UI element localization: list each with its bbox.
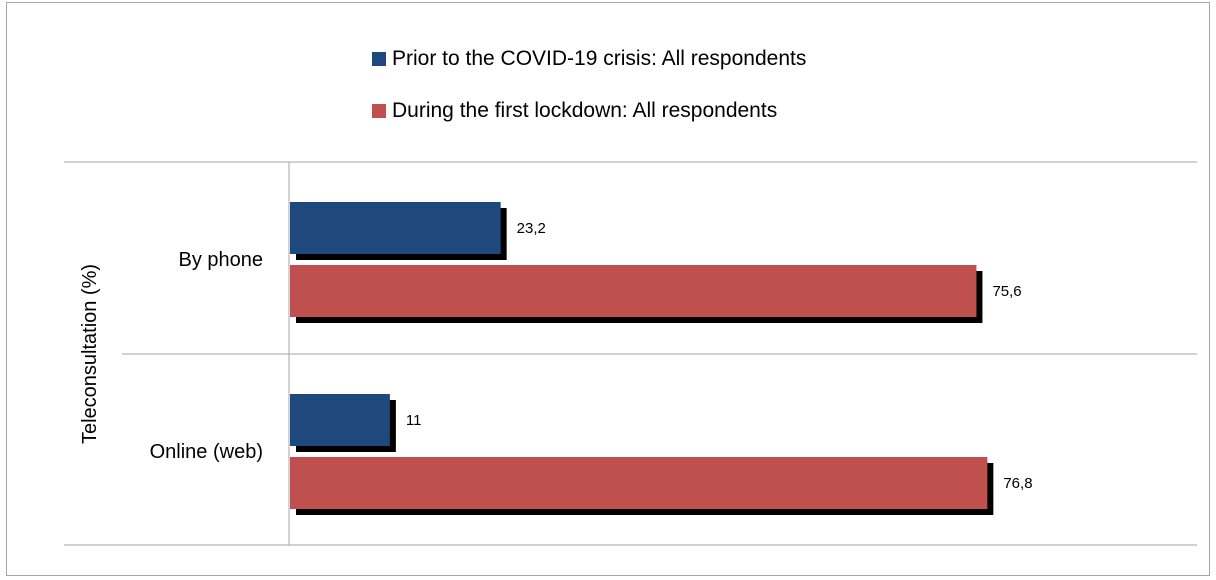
legend-swatch-lockdown [372,104,386,118]
legend-item-lockdown: During the first lockdown: All responden… [372,96,806,126]
bar [290,202,501,254]
bar [290,265,977,317]
legend-label-prior: Prior to the COVID-19 crisis: All respon… [392,47,807,70]
data-label: 75,6 [992,283,1021,300]
y-axis-title: Teleconsultation (%) [79,264,101,444]
category-label: By phone [178,249,263,271]
data-label: 23,2 [517,220,546,237]
legend-label-lockdown: During the first lockdown: All responden… [392,99,778,122]
legend: Prior to the COVID-19 crisis: All respon… [372,44,806,148]
legend-item-prior: Prior to the COVID-19 crisis: All respon… [372,44,806,74]
data-label: 76,8 [1003,475,1032,492]
legend-swatch-prior [372,52,386,66]
data-label: 11 [406,412,422,429]
category-label: Online (web) [150,441,263,463]
bar [290,394,390,446]
bar [290,457,988,509]
